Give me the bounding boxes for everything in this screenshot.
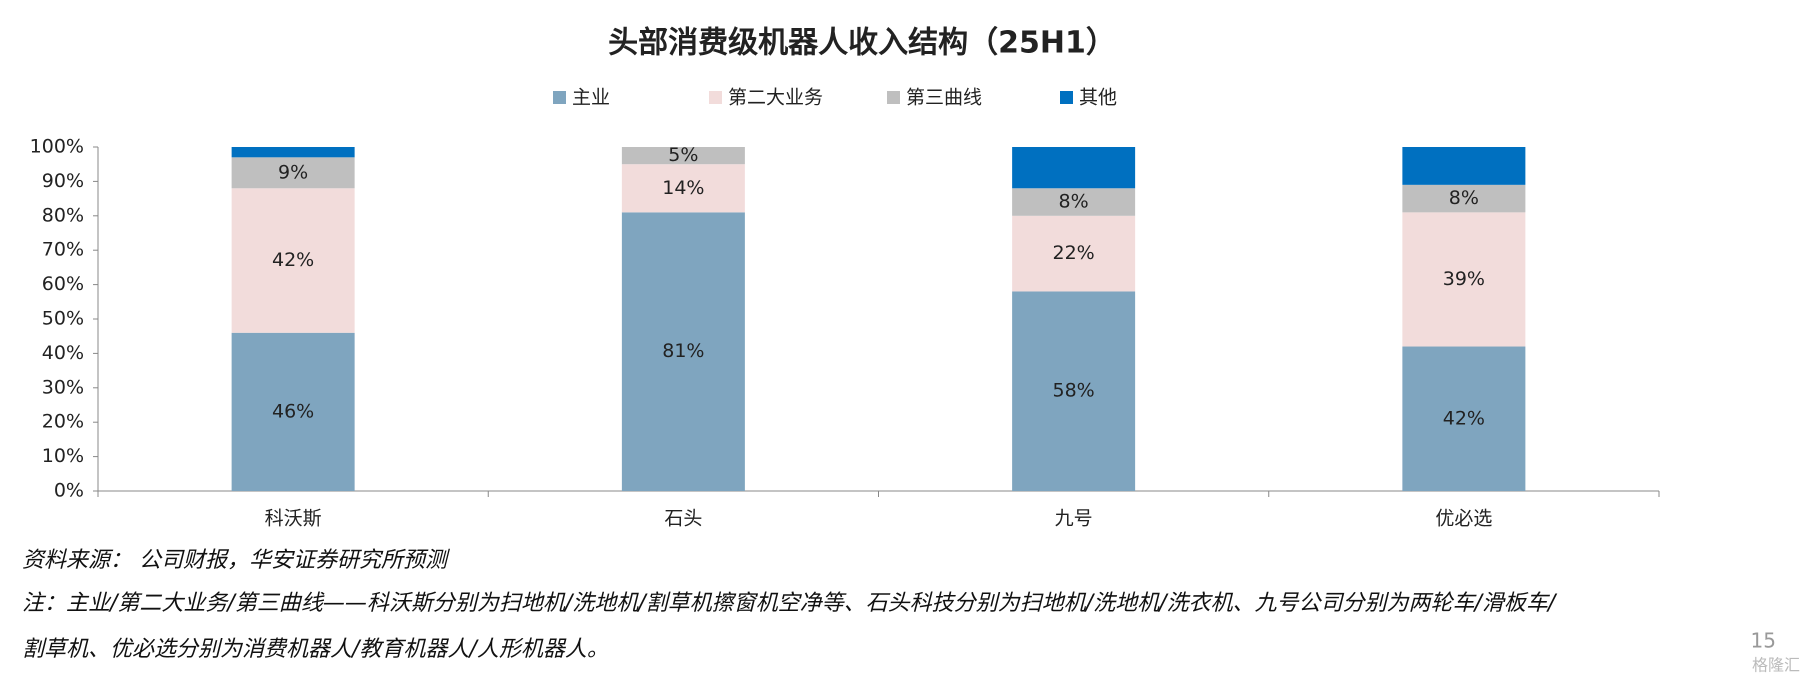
bar-segment (1402, 147, 1526, 185)
legend-label: 其他 (1079, 87, 1117, 109)
page-number: 15 (1751, 629, 1776, 653)
y-tick-label: 90% (42, 170, 84, 192)
bar-segment (231, 188, 355, 333)
bar-segment (621, 164, 745, 213)
bar-segment (621, 212, 745, 492)
data-label: 5% (668, 144, 698, 166)
legend-label: 主业 (572, 87, 610, 109)
bar-segment (1402, 212, 1526, 347)
legend-label: 第三曲线 (906, 87, 982, 109)
data-label: 81% (662, 340, 704, 362)
chart-title: 头部消费级机器人收入结构（25H1） (608, 26, 1116, 61)
y-tick-label: 70% (42, 239, 84, 261)
source: 资料来源： 公司财报，华安证券研究所预测 (22, 548, 450, 573)
y-tick-label: 20% (42, 411, 84, 433)
bar-segment (231, 157, 355, 189)
legend-swatch (887, 91, 900, 104)
note-line: 割草机、优必选分别为消费机器人/教育机器人/人形机器人。 (22, 637, 609, 662)
legend-swatch (709, 91, 722, 104)
bar-segment (1402, 184, 1526, 213)
x-tick-label: 科沃斯 (265, 508, 322, 530)
legend-swatch (1060, 91, 1073, 104)
data-label: 58% (1053, 380, 1095, 402)
x-tick-label: 石头 (664, 508, 702, 530)
data-label: 8% (1449, 187, 1479, 209)
bar-segment (1012, 291, 1136, 491)
data-label: 39% (1443, 268, 1485, 290)
legend-label: 第二大业务 (728, 87, 823, 109)
bar-segment (621, 147, 745, 165)
data-label: 42% (1443, 407, 1485, 429)
bar-segment (1012, 147, 1136, 189)
bar-segment (1012, 215, 1136, 292)
y-tick-label: 50% (42, 308, 84, 330)
y-tick-label: 80% (42, 204, 84, 226)
y-tick-label: 60% (42, 273, 84, 295)
watermark: 格隆汇 (1752, 656, 1800, 675)
y-tick-label: 30% (42, 376, 84, 398)
y-tick-label: 10% (42, 445, 84, 467)
y-tick-label: 100% (30, 136, 84, 158)
data-label: 42% (272, 249, 314, 271)
data-label: 22% (1053, 242, 1095, 264)
legend-swatch (553, 91, 566, 104)
y-tick-label: 40% (42, 342, 84, 364)
bar-segment (1012, 188, 1136, 216)
note-line: 注：主业/第二大业务/第三曲线——科沃斯分别为扫地机/洗地机/割草机擦窗机空净等… (22, 591, 1558, 616)
y-tick-label: 0% (54, 480, 84, 502)
data-label: 14% (662, 177, 704, 199)
bar-segment (231, 147, 355, 158)
data-label: 46% (272, 400, 314, 422)
bar-segment (231, 332, 355, 491)
x-tick-label: 优必选 (1435, 508, 1492, 530)
data-label: 9% (278, 161, 308, 183)
bar-segment (1402, 346, 1526, 491)
x-tick-label: 九号 (1055, 508, 1093, 530)
data-label: 8% (1059, 191, 1089, 213)
